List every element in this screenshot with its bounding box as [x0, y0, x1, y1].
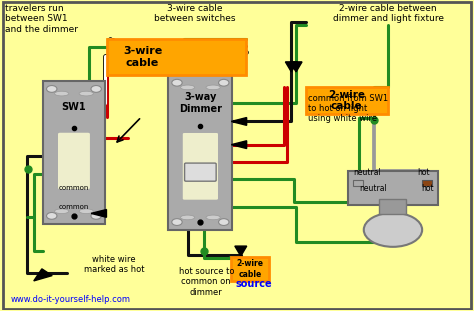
Text: hot: hot: [418, 168, 430, 177]
Text: 2-wire
cable: 2-wire cable: [237, 259, 264, 279]
Bar: [231, 257, 269, 281]
Ellipse shape: [206, 85, 220, 90]
Polygon shape: [231, 118, 246, 125]
Ellipse shape: [181, 85, 195, 90]
Text: travelers run
between SW1
and the dimmer: travelers run between SW1 and the dimmer: [5, 4, 78, 34]
Text: www.do-it-yourself-help.com: www.do-it-yourself-help.com: [10, 295, 130, 304]
Text: 2-wire cable between
dimmer and light fixture: 2-wire cable between dimmer and light fi…: [333, 4, 444, 23]
Ellipse shape: [55, 91, 69, 96]
Ellipse shape: [206, 215, 220, 220]
Text: common: common: [59, 185, 89, 191]
Polygon shape: [34, 269, 52, 281]
FancyBboxPatch shape: [182, 132, 219, 200]
Circle shape: [172, 219, 182, 225]
Text: white wire
marked as hot: white wire marked as hot: [84, 255, 145, 274]
Text: 3-wire
cable: 3-wire cable: [123, 46, 162, 68]
Text: hot: hot: [421, 183, 433, 193]
Text: 3-way
Dimmer: 3-way Dimmer: [179, 92, 222, 114]
FancyBboxPatch shape: [184, 163, 216, 181]
Ellipse shape: [364, 213, 422, 247]
Polygon shape: [290, 62, 302, 72]
Polygon shape: [231, 141, 246, 149]
Text: source: source: [235, 279, 272, 289]
Ellipse shape: [79, 209, 93, 214]
Polygon shape: [235, 246, 247, 256]
Circle shape: [219, 219, 229, 225]
Text: common: common: [59, 204, 89, 210]
Circle shape: [91, 86, 101, 92]
Text: 3-wire cable
between switches: 3-wire cable between switches: [154, 4, 235, 23]
Circle shape: [172, 79, 182, 86]
Ellipse shape: [181, 215, 195, 220]
Bar: [380, 199, 406, 214]
Ellipse shape: [79, 91, 93, 96]
Polygon shape: [285, 62, 297, 72]
FancyBboxPatch shape: [57, 132, 91, 190]
Circle shape: [46, 86, 57, 92]
Polygon shape: [91, 210, 107, 217]
Bar: [348, 171, 438, 205]
Ellipse shape: [55, 209, 69, 214]
Text: neutral: neutral: [353, 168, 381, 177]
Bar: [168, 75, 232, 230]
Bar: [353, 180, 363, 187]
Bar: [43, 81, 105, 224]
Text: common from SW1
to hot on light
using white wire: common from SW1 to hot on light using wh…: [308, 94, 388, 123]
Circle shape: [91, 212, 101, 219]
Bar: [422, 180, 432, 187]
Text: 2-wire
cable: 2-wire cable: [328, 90, 365, 112]
Circle shape: [46, 212, 57, 219]
Circle shape: [219, 79, 229, 86]
Text: SW1: SW1: [62, 102, 86, 112]
Bar: [107, 39, 246, 75]
Text: hot source to
common on
dimmer: hot source to common on dimmer: [179, 267, 234, 297]
Text: neutral: neutral: [359, 183, 387, 193]
Bar: [306, 87, 388, 114]
